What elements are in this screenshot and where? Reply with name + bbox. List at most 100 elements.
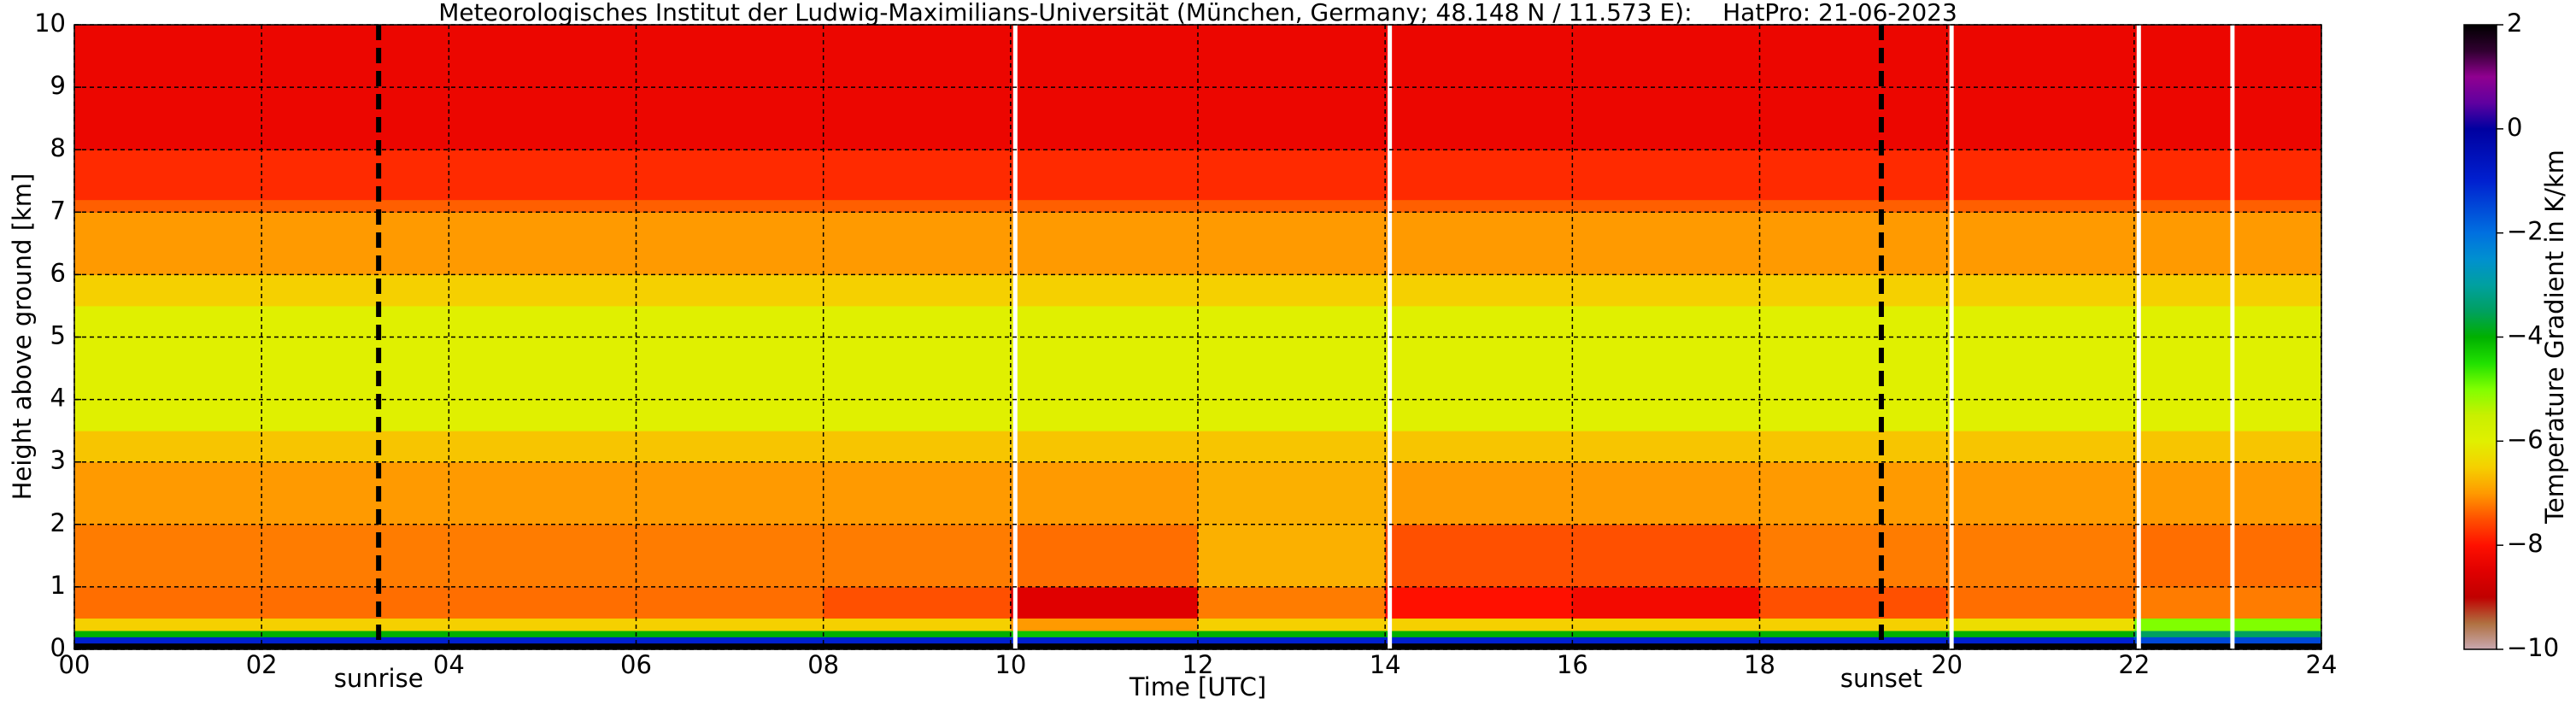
colorbar-tick-label: 0 bbox=[2507, 113, 2522, 142]
heatmap-cell bbox=[1385, 150, 1573, 201]
x-tick-label: 06 bbox=[620, 650, 652, 679]
x-axis-label: Time [UTC] bbox=[1129, 672, 1266, 701]
colorbar-tick-label: −8 bbox=[2507, 529, 2544, 558]
heatmap-cell bbox=[449, 461, 637, 525]
heatmap-cell bbox=[636, 150, 824, 201]
heatmap-cell bbox=[2133, 431, 2322, 463]
heatmap-cell bbox=[636, 461, 824, 525]
heatmap-cell bbox=[823, 431, 1012, 463]
heatmap-cell bbox=[2133, 274, 2322, 307]
colorbar-tick-label: 2 bbox=[2507, 9, 2522, 38]
heatmap-cell bbox=[261, 274, 449, 307]
heatmap-cell bbox=[823, 274, 1012, 307]
heatmap-cell bbox=[261, 199, 449, 213]
heatmap-cell bbox=[2133, 212, 2322, 275]
y-tick-label: 8 bbox=[50, 133, 66, 162]
heatmap-cell bbox=[1946, 199, 2135, 213]
y-tick-label: 10 bbox=[34, 9, 66, 38]
plot-frame bbox=[73, 24, 2322, 650]
y-axis-label: Height above ground [km] bbox=[8, 173, 37, 501]
heatmap-cell bbox=[1759, 586, 1948, 619]
heatmap-cell bbox=[2133, 637, 2322, 644]
heatmap-cell bbox=[1759, 305, 1948, 431]
heatmap-cell bbox=[636, 642, 824, 650]
heatmap-cell bbox=[1198, 631, 1386, 637]
heatmap-cell bbox=[1946, 637, 2135, 644]
heatmap-cell bbox=[823, 524, 1012, 588]
heatmap-cell bbox=[261, 642, 449, 650]
heatmap-cell bbox=[1946, 212, 2135, 275]
heatmap-cell bbox=[2133, 461, 2322, 525]
heatmap-cell bbox=[1198, 431, 1386, 463]
heatmap-cell bbox=[636, 524, 824, 588]
heatmap-cell bbox=[449, 431, 637, 463]
heatmap-cell bbox=[261, 305, 449, 431]
heatmap-cell bbox=[74, 524, 262, 588]
colorbar-tick-label: −6 bbox=[2507, 425, 2544, 454]
heatmap-cell bbox=[2133, 642, 2322, 650]
heatmap-cell bbox=[1572, 199, 1760, 213]
heatmap-cell bbox=[823, 305, 1012, 431]
x-tick-label: 00 bbox=[59, 650, 91, 679]
heatmap-cell bbox=[823, 642, 1012, 650]
heatmap-cell bbox=[1198, 642, 1386, 650]
heatmap-cell bbox=[1946, 150, 2135, 201]
heatmap-cell bbox=[1759, 199, 1948, 213]
colorbar-tick-label: −10 bbox=[2507, 633, 2559, 662]
heatmap-cell bbox=[261, 431, 449, 463]
heatmap-cell bbox=[1010, 642, 1199, 650]
heatmap-cell bbox=[1946, 25, 2135, 150]
heatmap-cell bbox=[261, 524, 449, 588]
heatmap-cell bbox=[1759, 431, 1948, 463]
heatmap-cell bbox=[449, 150, 637, 201]
heatmap-cell bbox=[74, 642, 262, 650]
heatmap-cell bbox=[74, 212, 262, 275]
y-tick-label: 2 bbox=[50, 508, 66, 537]
heatmap-cell bbox=[261, 150, 449, 201]
heatmap-cell bbox=[636, 305, 824, 431]
heatmap-cell bbox=[1385, 461, 1573, 525]
heatmap-cell bbox=[1198, 461, 1386, 525]
heatmap-cell bbox=[2133, 631, 2322, 637]
heatmap-cell bbox=[449, 274, 637, 307]
heatmap-cell bbox=[1572, 431, 1760, 463]
heatmap-cell bbox=[1946, 431, 2135, 463]
heatmap-cell bbox=[2133, 524, 2322, 588]
heatmap-cell bbox=[449, 642, 637, 650]
heatmap-cell bbox=[449, 586, 637, 619]
heatmap-cell bbox=[2133, 150, 2322, 201]
heatmap-cell bbox=[823, 631, 1012, 637]
heatmap-cell bbox=[74, 618, 262, 631]
heatmap-cell bbox=[1946, 642, 2135, 650]
heatmap-cell bbox=[1198, 586, 1386, 619]
heatmap-cell bbox=[74, 586, 262, 619]
chart-title: Meteorologisches Institut der Ludwig-Max… bbox=[438, 0, 1957, 26]
y-tick-label: 9 bbox=[50, 71, 66, 100]
heatmap-cell bbox=[1572, 274, 1760, 307]
heatmap-cell bbox=[1010, 274, 1199, 307]
heatmap-cell bbox=[636, 431, 824, 463]
heatmap-cell bbox=[1010, 212, 1199, 275]
heatmap-cell bbox=[1010, 431, 1199, 463]
heatmap-cell bbox=[823, 461, 1012, 525]
heatmap-cell bbox=[1385, 305, 1573, 431]
heatmap-cell bbox=[823, 212, 1012, 275]
heatmap-cell bbox=[1198, 274, 1386, 307]
x-tick-label: 22 bbox=[2118, 650, 2150, 679]
colorbar-tick-label: −4 bbox=[2507, 321, 2544, 350]
heatmap-cell bbox=[261, 586, 449, 619]
heatmap-cell bbox=[1572, 642, 1760, 650]
heatmap-cell bbox=[2133, 586, 2322, 619]
heatmap-cell bbox=[636, 637, 824, 644]
heatmap-cell bbox=[449, 631, 637, 637]
heatmap-cell bbox=[1946, 618, 2135, 631]
heatmap-cell bbox=[1572, 305, 1760, 431]
heatmap-cell bbox=[74, 637, 262, 644]
heatmap-cell bbox=[449, 199, 637, 213]
x-tick-label: 24 bbox=[2306, 650, 2338, 679]
heatmap-cell bbox=[1572, 524, 1760, 588]
heatmap-cell bbox=[823, 199, 1012, 213]
heatmap-cell bbox=[636, 586, 824, 619]
heatmap-cell bbox=[1010, 631, 1199, 637]
